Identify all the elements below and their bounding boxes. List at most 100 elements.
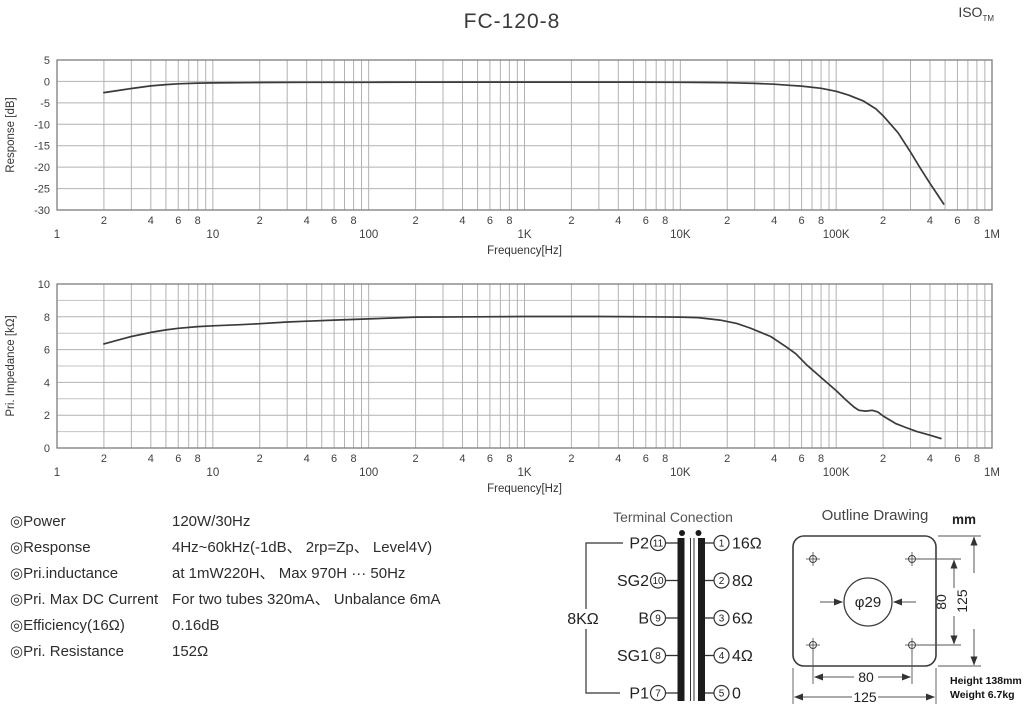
svg-text:6: 6 — [954, 453, 960, 465]
spec-label: ◎Power — [10, 513, 66, 530]
svg-text:4: 4 — [304, 453, 310, 465]
pin-circle — [713, 534, 730, 552]
impedance-curve — [103, 315, 942, 440]
svg-text:8: 8 — [351, 453, 357, 465]
chart-impedance-svg: 10 8 6 4 2 0 2 4 6 8 2 4 6 8 2 4 6 8 2 4 6 8 2 4 6 8 2 4 6 8 1 10 100 1K 1… — [5, 279, 1000, 495]
dim-overall-h: 125 — [853, 689, 877, 705]
terminal-title: Terminal Conection — [613, 509, 733, 525]
spec-row: ◎Pri. Max DC Current For two tubes 320mA、… — [10, 587, 530, 613]
x-axis-title: Frequency[Hz] — [487, 245, 562, 257]
spec-row: ◎Pri.inductance at 1mW220H、 Max 970H ··· … — [10, 561, 530, 587]
svg-text:6: 6 — [799, 453, 805, 465]
outline-svg: Outline Drawing mm φ29 80 125 80 125 Height 138… — [792, 507, 1022, 705]
svg-text:-10: -10 — [34, 119, 50, 131]
svg-text:2: 2 — [413, 215, 419, 227]
svg-text:2: 2 — [568, 215, 574, 227]
svg-text:4: 4 — [148, 215, 154, 227]
primary-terminal-label: P2 — [629, 536, 649, 553]
svg-text:2: 2 — [880, 215, 886, 227]
primary-terminal-label: B — [638, 611, 649, 628]
svg-text:8: 8 — [974, 215, 980, 227]
outline-drawing: Outline Drawing mm φ29 80 125 80 125 Height 138… — [780, 503, 1024, 715]
svg-text:4: 4 — [148, 453, 154, 465]
x-axis-title: Frequency[Hz] — [487, 483, 562, 495]
response-chart: 5 0 -5 -10 -15 -20 -25 -30 2 4 6 8 2 4 6 8 2 4 6 8 2 4 6 8 2 4 6 8 2… — [0, 52, 1010, 263]
svg-text:2: 2 — [724, 215, 730, 227]
pin-number: 1 — [719, 539, 725, 550]
height-note: Height 138mm — [950, 675, 1022, 687]
svg-text:4: 4 — [459, 215, 465, 227]
svg-text:6: 6 — [44, 345, 50, 357]
spec-row: ◎Power 120W/30Hz — [10, 509, 530, 535]
svg-text:1M: 1M — [984, 467, 1000, 479]
mounting-plate — [792, 535, 937, 667]
svg-text:0: 0 — [44, 76, 50, 88]
pin-number: 3 — [719, 614, 725, 625]
svg-text:6: 6 — [643, 215, 649, 227]
pin-number: 5 — [719, 689, 725, 700]
spec-value: 0.16dB — [172, 617, 220, 634]
pin-number: 7 — [655, 689, 661, 700]
svg-text:4: 4 — [771, 215, 777, 227]
svg-text:-25: -25 — [34, 184, 50, 196]
plot-border — [56, 59, 993, 211]
svg-text:5: 5 — [44, 55, 50, 67]
svg-text:100K: 100K — [823, 467, 850, 479]
primary-winding-bar — [677, 538, 685, 701]
dim-hole-pitch-v: 80 — [933, 594, 949, 610]
axis-labels: 5 0 -5 -10 -15 -20 -25 -30 2 4 6 8 2 4 6 8 2 4 6 8 2 4 6 8 2 4 6 8 2… — [34, 55, 1000, 241]
svg-text:-30: -30 — [34, 205, 50, 217]
specs-list: ◎Power 120W/30Hz ◎Response 4Hz~60kHz(-1dB、 … — [10, 509, 530, 665]
svg-text:10: 10 — [206, 467, 219, 479]
svg-text:2: 2 — [257, 215, 263, 227]
secondary-tap-label: 6Ω — [732, 611, 753, 628]
svg-text:2: 2 — [880, 453, 886, 465]
svg-text:4: 4 — [771, 453, 777, 465]
svg-text:1K: 1K — [517, 467, 531, 479]
svg-text:1: 1 — [54, 229, 60, 241]
svg-text:6: 6 — [643, 453, 649, 465]
svg-text:1: 1 — [54, 467, 60, 479]
svg-text:10K: 10K — [670, 467, 691, 479]
secondary-winding-bar — [698, 538, 705, 701]
spec-value: 4Hz~60kHz(-1dB、 2rp=Zp、 Level4V) — [172, 539, 433, 556]
impedance-chart: 10 8 6 4 2 0 2 4 6 8 2 4 6 8 2 4 6 8 2 4 6 8 2 4 6 8 2 4 6 8 1 10 100 1K 1… — [0, 277, 1010, 500]
brand-logo: ISOTM — [958, 4, 994, 23]
svg-text:2: 2 — [44, 410, 50, 422]
svg-text:8: 8 — [195, 453, 201, 465]
pin-number: 9 — [655, 614, 661, 625]
primary-terminal-label: SG2 — [617, 573, 649, 590]
pin-circle — [713, 572, 730, 589]
svg-text:6: 6 — [175, 215, 181, 227]
svg-text:10K: 10K — [670, 229, 691, 241]
response-curve — [103, 81, 945, 205]
svg-text:8: 8 — [974, 453, 980, 465]
y-axis-title: Response [dB] — [5, 97, 17, 172]
svg-text:2: 2 — [568, 453, 574, 465]
svg-text:-5: -5 — [40, 98, 50, 110]
primary-terminal-label: SG1 — [617, 648, 649, 665]
svg-text:4: 4 — [44, 377, 50, 389]
svg-text:100: 100 — [359, 467, 378, 479]
svg-text:6: 6 — [175, 453, 181, 465]
svg-text:4: 4 — [927, 453, 933, 465]
spec-value: 152Ω — [172, 643, 209, 660]
spec-value: 120W/30Hz — [172, 513, 251, 530]
dim-overall-v: 125 — [954, 589, 970, 613]
secondary-tap-label: 4Ω — [732, 648, 753, 665]
label-mask — [562, 609, 604, 629]
svg-text:10: 10 — [38, 279, 50, 291]
svg-text:6: 6 — [331, 453, 337, 465]
svg-text:6: 6 — [954, 215, 960, 227]
svg-text:0: 0 — [44, 443, 50, 455]
primary-terminal-label: P1 — [629, 686, 649, 703]
spec-label: ◎Efficiency(16Ω) — [10, 617, 125, 634]
svg-text:1K: 1K — [517, 229, 531, 241]
y-axis-title: Pri. Impedance [kΩ] — [5, 315, 17, 416]
svg-text:6: 6 — [487, 215, 493, 227]
secondary-tap-label: 8Ω — [732, 573, 753, 590]
grid — [56, 283, 993, 449]
pin-number: 10 — [652, 576, 664, 587]
spec-row: ◎Efficiency(16Ω) 0.16dB — [10, 613, 530, 639]
